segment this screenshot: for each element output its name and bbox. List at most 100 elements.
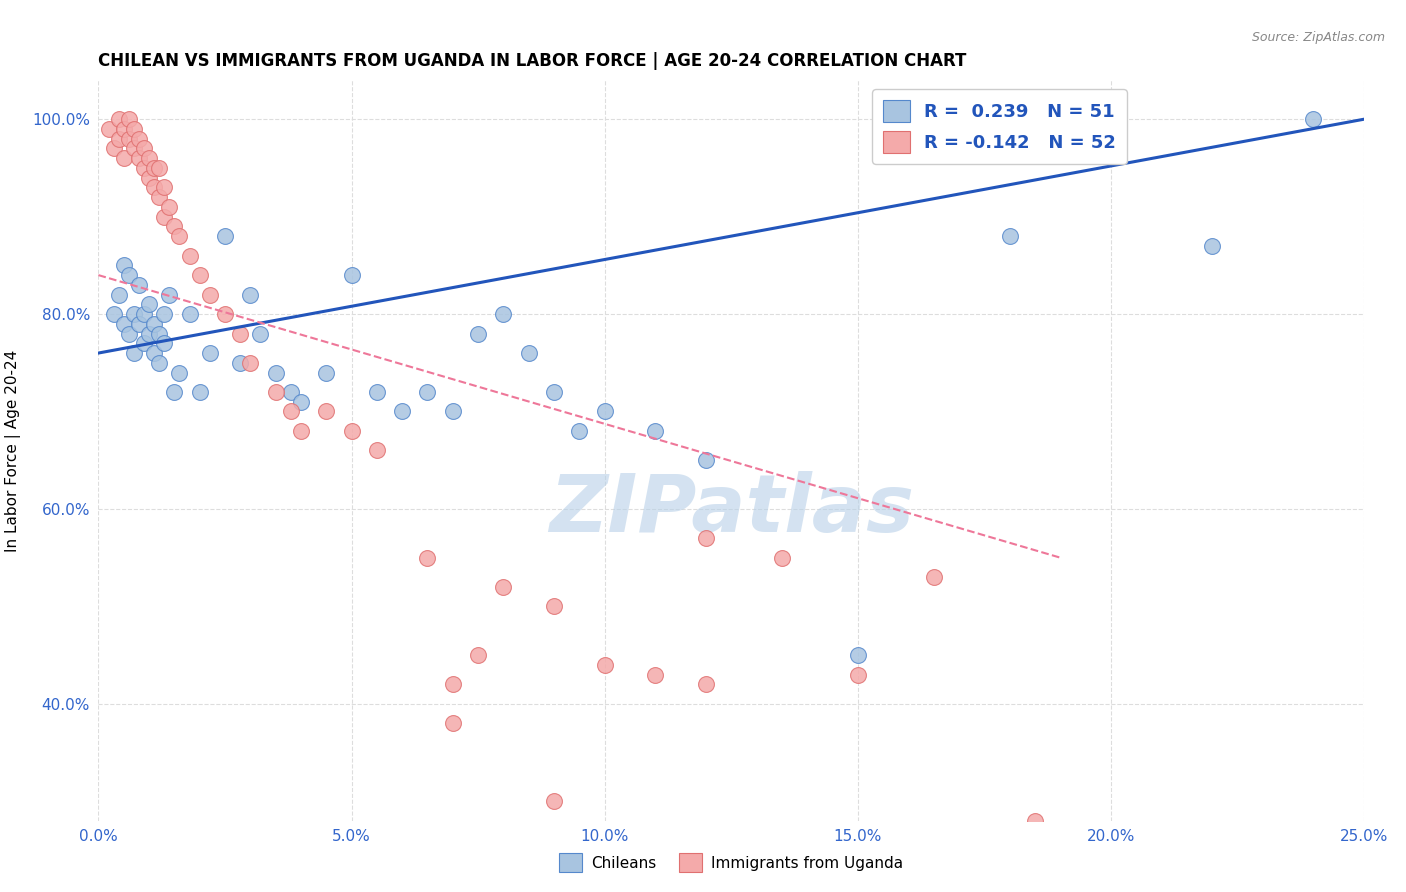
Point — [264, 366, 287, 380]
Point — [112, 259, 135, 273]
Point — [441, 677, 464, 691]
Point — [280, 384, 302, 399]
Point — [163, 384, 186, 399]
Point — [169, 229, 191, 244]
Point — [280, 404, 302, 418]
Point — [340, 424, 363, 438]
Point — [846, 648, 869, 662]
Point — [543, 599, 565, 614]
Text: Source: ZipAtlas.com: Source: ZipAtlas.com — [1251, 31, 1385, 45]
Point — [132, 336, 155, 351]
Point — [179, 307, 201, 321]
Point — [366, 443, 388, 458]
Point — [188, 268, 211, 282]
Point — [290, 424, 312, 438]
Point — [467, 326, 489, 341]
Point — [148, 190, 170, 204]
Point — [214, 229, 236, 244]
Point — [128, 317, 150, 331]
Point — [441, 404, 464, 418]
Point — [229, 356, 252, 370]
Point — [153, 180, 176, 194]
Point — [568, 424, 591, 438]
Point — [163, 219, 186, 234]
Point — [138, 297, 160, 311]
Point — [138, 170, 160, 185]
Point — [593, 657, 616, 672]
Point — [118, 132, 141, 146]
Point — [143, 346, 166, 360]
Point — [143, 180, 166, 194]
Point — [143, 161, 166, 175]
Point — [214, 307, 236, 321]
Point — [695, 453, 717, 467]
Point — [467, 648, 489, 662]
Point — [153, 307, 176, 321]
Point — [416, 550, 439, 565]
Point — [593, 404, 616, 418]
Point — [107, 112, 129, 127]
Point — [148, 326, 170, 341]
Point — [416, 384, 439, 399]
Point — [315, 366, 337, 380]
Point — [138, 151, 160, 165]
Point — [112, 151, 135, 165]
Point — [695, 677, 717, 691]
Point — [391, 404, 413, 418]
Point — [143, 317, 166, 331]
Point — [315, 404, 337, 418]
Point — [128, 132, 150, 146]
Point — [644, 424, 666, 438]
Point — [517, 346, 540, 360]
Point — [239, 287, 262, 301]
Point — [157, 200, 180, 214]
Point — [153, 336, 176, 351]
Point — [132, 307, 155, 321]
Text: CHILEAN VS IMMIGRANTS FROM UGANDA IN LABOR FORCE | AGE 20-24 CORRELATION CHART: CHILEAN VS IMMIGRANTS FROM UGANDA IN LAB… — [98, 53, 967, 70]
Point — [128, 277, 150, 292]
Point — [169, 366, 191, 380]
Point — [492, 307, 515, 321]
Point — [188, 384, 211, 399]
Y-axis label: In Labor Force | Age 20-24: In Labor Force | Age 20-24 — [6, 350, 21, 551]
Point — [229, 326, 252, 341]
Point — [198, 287, 221, 301]
Legend: Chileans, Immigrants from Uganda: Chileans, Immigrants from Uganda — [551, 846, 911, 880]
Point — [543, 384, 565, 399]
Point — [148, 356, 170, 370]
Point — [1201, 239, 1223, 253]
Point — [103, 141, 125, 155]
Point — [249, 326, 271, 341]
Point — [492, 580, 515, 594]
Point — [1024, 814, 1046, 828]
Point — [122, 122, 145, 136]
Point — [107, 287, 129, 301]
Point — [239, 356, 262, 370]
Point — [340, 268, 363, 282]
Point — [112, 317, 135, 331]
Point — [118, 268, 141, 282]
Point — [441, 716, 464, 731]
Point — [122, 141, 145, 155]
Point — [157, 287, 180, 301]
Point — [107, 132, 129, 146]
Point — [846, 667, 869, 681]
Point — [118, 112, 141, 127]
Point — [153, 210, 176, 224]
Point — [179, 249, 201, 263]
Point — [138, 326, 160, 341]
Point — [132, 141, 155, 155]
Point — [132, 161, 155, 175]
Point — [695, 531, 717, 545]
Point — [644, 667, 666, 681]
Point — [103, 307, 125, 321]
Point — [148, 161, 170, 175]
Point — [366, 384, 388, 399]
Point — [543, 794, 565, 808]
Text: ZIPatlas: ZIPatlas — [548, 471, 914, 549]
Point — [290, 394, 312, 409]
Point — [122, 346, 145, 360]
Point — [128, 151, 150, 165]
Point — [198, 346, 221, 360]
Point — [112, 122, 135, 136]
